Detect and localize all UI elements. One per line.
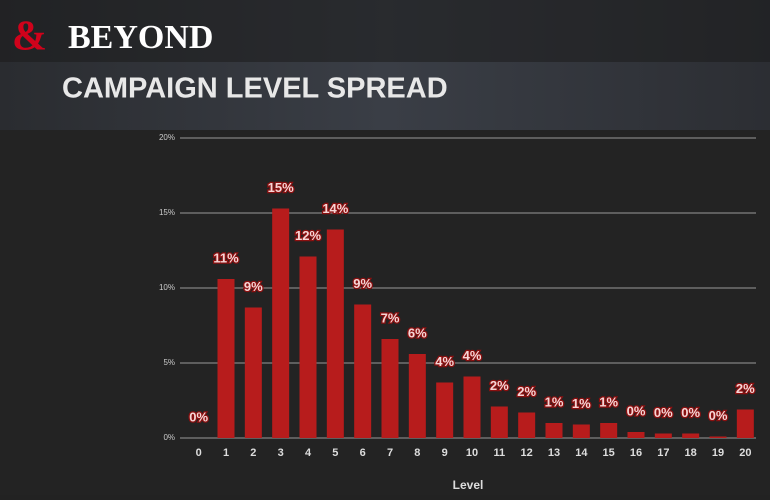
value-label: 0% xyxy=(709,408,728,423)
bar xyxy=(354,304,372,438)
header-top xyxy=(0,0,770,62)
bar xyxy=(463,376,481,438)
x-tick-label: 6 xyxy=(360,447,366,459)
logo-symbol: & xyxy=(12,14,47,60)
x-tick-label: 20 xyxy=(739,447,751,459)
bar xyxy=(627,432,645,438)
bar xyxy=(272,208,290,438)
value-label: 9% xyxy=(353,276,372,291)
x-tick-label: 5 xyxy=(332,447,338,459)
value-label: 4% xyxy=(463,348,482,363)
x-tick-label: 15 xyxy=(603,447,615,459)
bar xyxy=(709,436,727,438)
bar xyxy=(326,229,344,438)
value-label: 1% xyxy=(545,394,564,409)
value-label: 9% xyxy=(244,279,263,294)
value-label: 0% xyxy=(627,403,646,418)
x-tick-label: 12 xyxy=(521,447,533,459)
bar xyxy=(299,256,317,438)
bar xyxy=(572,424,590,438)
y-tick-label: 15% xyxy=(159,208,175,217)
x-tick-label: 18 xyxy=(685,447,697,459)
x-tick-label: 19 xyxy=(712,447,724,459)
bar xyxy=(408,354,426,438)
x-tick-label: 11 xyxy=(494,447,506,459)
x-tick-label: 2 xyxy=(250,447,256,459)
bar xyxy=(600,423,618,438)
bar xyxy=(682,433,700,438)
x-axis-label: Level xyxy=(453,478,484,492)
bar xyxy=(436,382,454,438)
x-tick-label: 9 xyxy=(442,447,448,459)
value-label: 2% xyxy=(490,378,509,393)
value-label: 2% xyxy=(736,381,755,396)
value-label: 7% xyxy=(381,310,400,325)
chart-title: CAMPAIGN LEVEL SPREAD xyxy=(62,73,448,105)
x-tick-label: 0 xyxy=(196,447,202,459)
x-tick-label: 16 xyxy=(630,447,642,459)
value-label: 1% xyxy=(599,394,618,409)
bar xyxy=(217,279,235,438)
value-label: 15% xyxy=(268,180,294,195)
x-tick-label: 13 xyxy=(548,447,560,459)
x-tick-label: 10 xyxy=(466,447,478,459)
bar xyxy=(736,409,754,438)
bar xyxy=(545,423,563,438)
value-label: 0% xyxy=(654,405,673,420)
x-tick-label: 14 xyxy=(575,447,588,459)
value-label: 14% xyxy=(322,201,348,216)
x-tick-label: 3 xyxy=(278,447,284,459)
y-tick-label: 10% xyxy=(159,283,175,292)
x-tick-label: 7 xyxy=(387,447,393,459)
x-tick-label: 17 xyxy=(657,447,669,459)
bar xyxy=(381,339,399,438)
y-tick-label: 0% xyxy=(163,433,175,442)
x-tick-label: 4 xyxy=(305,447,312,459)
bar xyxy=(654,433,672,438)
value-label: 2% xyxy=(517,384,536,399)
value-label: 0% xyxy=(189,409,208,424)
value-label: 6% xyxy=(408,325,427,340)
bar xyxy=(490,406,508,438)
bar xyxy=(518,412,536,438)
value-label: 0% xyxy=(681,405,700,420)
value-label: 4% xyxy=(435,354,454,369)
y-tick-label: 20% xyxy=(159,133,175,142)
value-label: 11% xyxy=(213,250,239,265)
value-label: 12% xyxy=(295,228,321,243)
bar xyxy=(244,307,262,438)
x-tick-label: 8 xyxy=(414,447,420,459)
value-label: 1% xyxy=(572,396,591,411)
x-tick-label: 1 xyxy=(223,447,229,459)
logo-text: BEYOND xyxy=(68,19,213,56)
y-tick-label: 5% xyxy=(163,358,175,367)
